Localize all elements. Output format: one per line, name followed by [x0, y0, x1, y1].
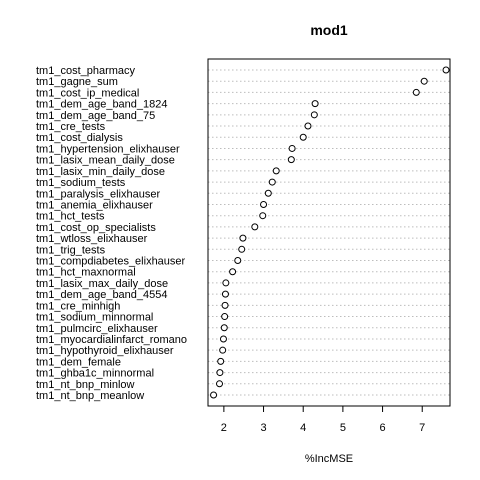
category-label: tm1_ghba1c_minnormal: [36, 368, 154, 380]
data-point: [239, 234, 247, 242]
x-tick-label: 6: [379, 422, 385, 434]
data-point: [210, 391, 218, 399]
x-tick-label: 5: [340, 422, 346, 434]
data-point: [219, 335, 227, 343]
category-label: tm1_cre_tests: [36, 121, 106, 133]
category-label: tm1_wtloss_elixhauser: [36, 233, 148, 245]
data-point: [287, 156, 295, 164]
category-label: tm1_dem_age_band_1824: [36, 99, 168, 111]
data-point: [420, 77, 428, 85]
category-label: tm1_myocardialinfarct_romano: [36, 334, 187, 346]
category-label: tm1_hct_tests: [36, 211, 105, 223]
category-label: tm1_sodium_tests: [36, 177, 126, 189]
category-label: tm1_cost_op_specialists: [36, 222, 156, 234]
data-point: [259, 212, 267, 220]
x-tick-label: 7: [419, 422, 425, 434]
data-points: [210, 66, 450, 399]
category-label: tm1_nt_bnp_minlow: [36, 379, 135, 391]
data-point: [299, 133, 307, 141]
data-point: [229, 268, 237, 276]
x-axis: 2 3 4 5 6 7: [221, 405, 425, 434]
data-point: [220, 324, 228, 332]
category-label: tm1_nt_bnp_meanlow: [36, 390, 144, 402]
data-point: [412, 88, 420, 96]
category-label: tm1_pulmcirc_elixhauser: [36, 323, 158, 335]
data-point: [221, 313, 229, 321]
data-point: [272, 167, 280, 175]
category-label: tm1_hct_maxnormal: [36, 267, 136, 279]
category-label: tm1_trig_tests: [36, 244, 106, 256]
data-point: [216, 369, 224, 377]
x-tick-label: 2: [221, 422, 227, 434]
category-label: tm1_hypothyroid_elixhauser: [36, 345, 174, 357]
category-label: tm1_lasix_min_daily_dose: [36, 166, 165, 178]
category-label: tm1_cost_dialysis: [36, 132, 123, 144]
chart-title: mod1: [310, 22, 348, 38]
x-tick-label: 3: [260, 422, 266, 434]
plot-area: [207, 58, 451, 407]
category-label: tm1_cost_ip_medical: [36, 87, 139, 99]
x-axis-label: %IncMSE: [305, 453, 353, 465]
data-point: [217, 357, 225, 365]
data-point: [221, 301, 229, 309]
category-label: tm1_anemia_elixhauser: [36, 199, 153, 211]
data-point: [234, 257, 242, 265]
data-point: [251, 223, 259, 231]
data-point: [216, 380, 224, 388]
data-point: [238, 245, 246, 253]
category-label: tm1_dem_age_band_75: [36, 110, 155, 122]
category-label: tm1_compdiabetes_elixhauser: [36, 256, 186, 268]
category-label: tm1_paralysis_elixhauser: [36, 188, 160, 200]
category-label: tm1_gagne_sum: [36, 76, 118, 88]
data-point: [264, 189, 272, 197]
data-point: [310, 111, 318, 119]
data-point: [288, 144, 296, 152]
x-tick-label: 4: [300, 422, 306, 434]
data-point: [304, 122, 312, 130]
data-point: [268, 178, 276, 186]
category-label: tm1_lasix_mean_daily_dose: [36, 155, 175, 167]
data-point: [260, 200, 268, 208]
category-label: tm1_hypertension_elixhauser: [36, 143, 180, 155]
category-label: tm1_lasix_max_daily_dose: [36, 278, 168, 290]
category-labels: tm1_cost_pharmacytm1_gagne_sumtm1_cost_i…: [36, 65, 187, 402]
data-point: [221, 290, 229, 298]
category-label: tm1_sodium_minnormal: [36, 312, 153, 324]
data-point: [311, 100, 319, 108]
data-point: [222, 279, 230, 287]
data-point: [442, 66, 450, 74]
data-point: [219, 346, 227, 354]
category-label: tm1_dem_female: [36, 356, 121, 368]
category-label: tm1_dem_age_band_4554: [36, 289, 168, 301]
guide-lines: [208, 69, 450, 396]
category-label: tm1_cost_pharmacy: [36, 65, 136, 77]
category-label: tm1_cre_minhigh: [36, 300, 120, 312]
